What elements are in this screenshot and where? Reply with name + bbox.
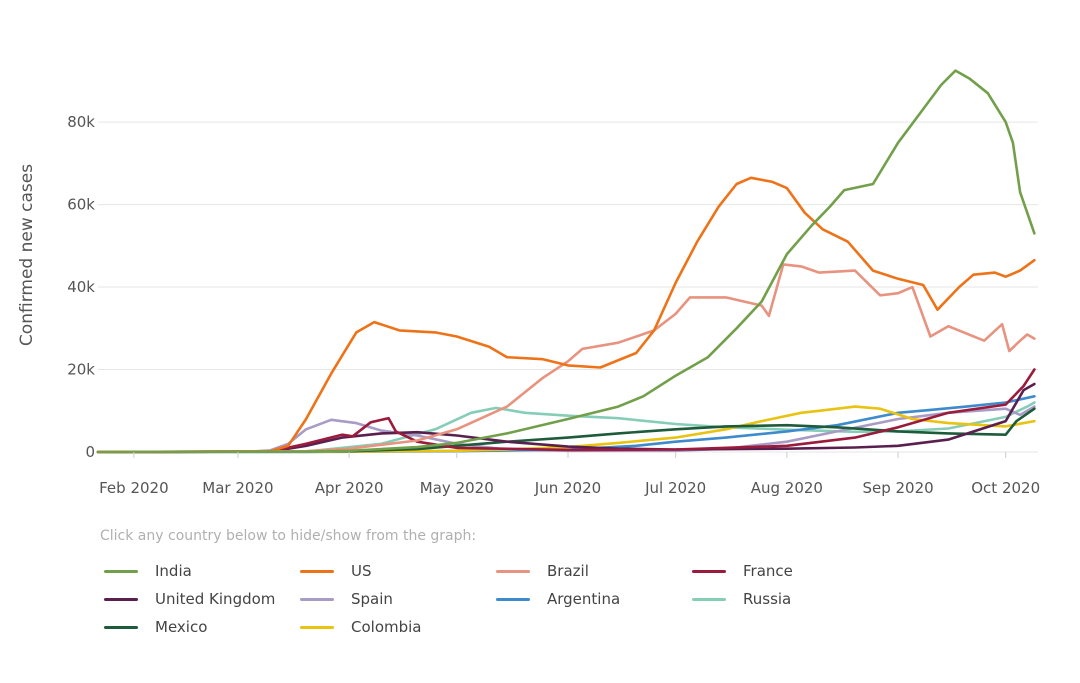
series-line-us[interactable] (96, 176, 1036, 454)
legend-swatch (104, 597, 138, 601)
series-line-argentina[interactable] (96, 395, 1036, 454)
legend-swatch (104, 625, 138, 629)
x-axis-ticks: Feb 2020 Mar 2020 Apr 2020 May 2020 Jun 2020… (99, 452, 1040, 497)
y-tick-label: 60k (67, 196, 95, 214)
x-tick-label: Sep 2020 (862, 479, 933, 497)
series-line-india[interactable] (96, 69, 1036, 454)
legend-swatch (496, 597, 530, 601)
legend-label: United Kingdom (155, 590, 276, 608)
gridlines (98, 121, 1038, 453)
legend-item-russia[interactable]: Russia (692, 590, 888, 608)
y-axis-ticks: 0 20k 40k 60k 80k (67, 113, 95, 461)
legend-swatch (496, 569, 530, 573)
x-tick-label: Jul 2020 (644, 479, 706, 497)
x-tick-label: Oct 2020 (971, 479, 1040, 497)
x-tick-label: Aug 2020 (751, 479, 823, 497)
legend-swatch (300, 597, 334, 601)
legend-label: US (351, 562, 372, 580)
series-line-mexico[interactable] (96, 407, 1036, 454)
legend-item-france[interactable]: France (692, 562, 888, 580)
legend-label: Argentina (547, 590, 621, 608)
legend-swatch (300, 569, 334, 573)
legend-label: France (743, 562, 793, 580)
legend-item-us[interactable]: US (300, 562, 496, 580)
y-axis-label: Confirmed new cases (17, 164, 37, 346)
legend-swatch (104, 569, 138, 573)
line-chart: 0 20k 40k 60k 80k Feb 2020 Mar 2020 Apr 2020 Ma… (17, 69, 1040, 497)
series-lines (96, 69, 1036, 454)
y-tick-label: 40k (67, 278, 95, 296)
legend-item-india[interactable]: India (104, 562, 300, 580)
x-tick-label: Apr 2020 (315, 479, 384, 497)
legend-hint: Click any country below to hide/show fro… (100, 528, 477, 544)
series-line-brazil[interactable] (96, 263, 1036, 454)
legend-label: Colombia (351, 618, 422, 636)
legend-item-argentina[interactable]: Argentina (496, 590, 692, 608)
x-tick-label: Feb 2020 (99, 479, 169, 497)
series-line-france[interactable] (96, 368, 1036, 454)
x-tick-label: Mar 2020 (202, 479, 273, 497)
x-tick-label: Jun 2020 (534, 479, 601, 497)
legend-label: India (155, 562, 192, 580)
legend-swatch (300, 625, 334, 629)
legend-item-spain[interactable]: Spain (300, 590, 496, 608)
y-tick-label: 20k (67, 361, 95, 379)
legend-item-mexico[interactable]: Mexico (104, 618, 300, 636)
legend-label: Brazil (547, 562, 589, 580)
y-tick-label: 0 (85, 443, 95, 461)
legend-swatch (692, 569, 726, 573)
legend-item-brazil[interactable]: Brazil (496, 562, 692, 580)
legend-item-united-kingdom[interactable]: United Kingdom (104, 590, 300, 608)
legend-label: Mexico (155, 618, 208, 636)
series-line-united-kingdom[interactable] (96, 382, 1036, 454)
y-tick-label: 80k (67, 113, 95, 131)
legend-item-colombia[interactable]: Colombia (300, 618, 496, 636)
legend-label: Spain (351, 590, 393, 608)
legend: India US Brazil France United Kingdom Sp… (104, 562, 964, 636)
legend-swatch (692, 597, 726, 601)
x-tick-label: May 2020 (420, 479, 494, 497)
legend-label: Russia (743, 590, 792, 608)
